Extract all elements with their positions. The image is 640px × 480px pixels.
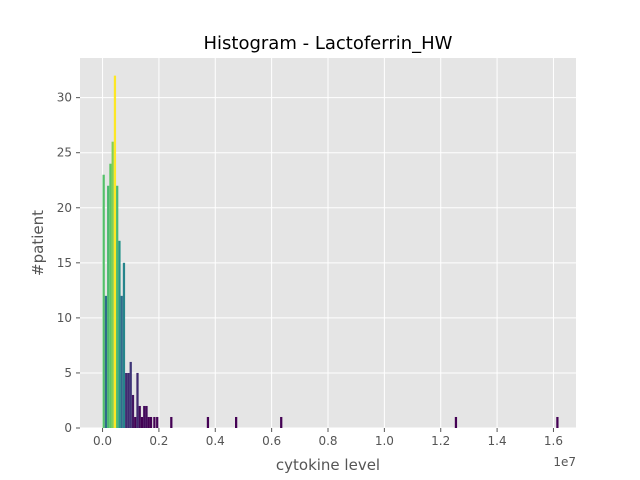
x-tick-label: 0.8 bbox=[318, 434, 337, 448]
x-tick-label: 0.6 bbox=[262, 434, 281, 448]
histogram-bar bbox=[113, 75, 117, 428]
histogram-bar bbox=[138, 405, 141, 428]
histogram-bar bbox=[122, 262, 126, 428]
y-tick-label: 5 bbox=[64, 366, 72, 380]
histogram-bar bbox=[104, 295, 108, 428]
histogram-bar bbox=[116, 185, 119, 428]
histogram-bar bbox=[235, 416, 238, 428]
histogram-bar bbox=[149, 416, 153, 428]
histogram-bar bbox=[127, 372, 130, 428]
histogram-bar bbox=[556, 416, 559, 428]
histogram-bar bbox=[134, 416, 137, 428]
histogram-bar bbox=[120, 295, 123, 428]
histogram-bar bbox=[206, 416, 210, 428]
histogram-bar bbox=[156, 416, 159, 428]
chart-title: Histogram - Lactoferrin_HW bbox=[204, 33, 453, 54]
histogram-bar bbox=[102, 174, 105, 428]
histogram-bar bbox=[143, 405, 146, 428]
histogram-bar bbox=[170, 416, 173, 428]
x-tick-label: 1.0 bbox=[375, 434, 394, 448]
x-tick-label: 0.0 bbox=[93, 434, 112, 448]
x-axis-offset-label: 1e7 bbox=[553, 455, 576, 469]
y-tick-label: 30 bbox=[57, 91, 72, 105]
y-tick-label: 25 bbox=[57, 146, 72, 160]
histogram-bar bbox=[140, 416, 144, 428]
histogram-bar bbox=[111, 141, 114, 428]
x-tick-label: 1.6 bbox=[544, 434, 563, 448]
x-tick-label: 1.4 bbox=[488, 434, 507, 448]
histogram-bar bbox=[147, 416, 150, 428]
histogram-bar bbox=[125, 372, 128, 428]
y-tick-label: 0 bbox=[64, 421, 72, 435]
x-axis-label: cytokine level bbox=[276, 456, 380, 474]
y-tick-label: 15 bbox=[57, 256, 72, 270]
y-axis-label: #patient bbox=[29, 210, 47, 276]
histogram-bar bbox=[280, 416, 283, 428]
histogram-bar bbox=[107, 185, 110, 428]
histogram-bar bbox=[145, 405, 148, 428]
x-tick-label: 1.2 bbox=[431, 434, 450, 448]
histogram-bar bbox=[153, 416, 156, 428]
histogram-bar bbox=[131, 394, 135, 428]
y-tick-label: 20 bbox=[57, 201, 72, 215]
y-tick-label: 10 bbox=[57, 311, 72, 325]
histogram-bar bbox=[129, 361, 132, 428]
histogram-bar bbox=[454, 416, 458, 428]
histogram-bar bbox=[136, 372, 139, 428]
y-axis-ticks: 0 5 10 15 20 25 30 bbox=[57, 91, 80, 435]
histogram-bar bbox=[118, 240, 121, 428]
histogram-bars bbox=[102, 75, 559, 428]
x-axis-ticks: 0.0 0.2 0.4 0.6 0.8 1.0 1.2 1.4 1.6 bbox=[93, 428, 563, 448]
histogram-bar bbox=[109, 163, 112, 428]
x-tick-label: 0.4 bbox=[206, 434, 225, 448]
x-tick-label: 0.2 bbox=[149, 434, 168, 448]
